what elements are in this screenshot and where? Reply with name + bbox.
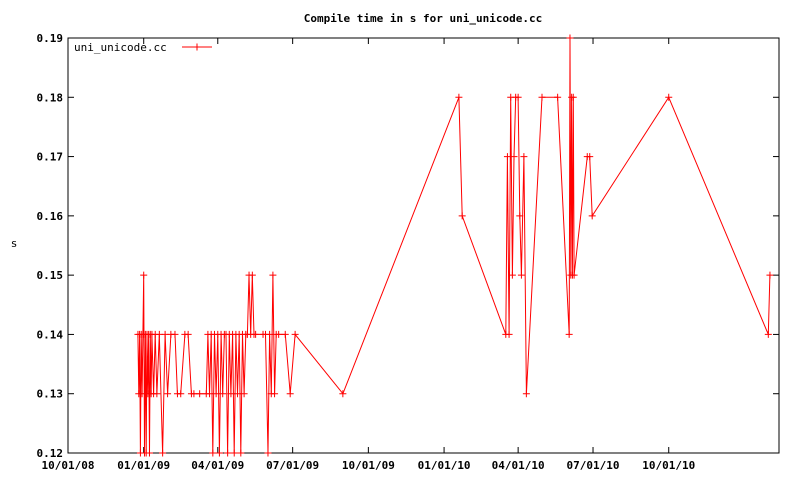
data-point bbox=[275, 330, 283, 338]
data-point bbox=[455, 93, 463, 101]
data-point bbox=[219, 390, 227, 398]
data-point bbox=[586, 153, 594, 161]
data-point bbox=[291, 330, 299, 338]
series-layer bbox=[134, 34, 774, 457]
data-point bbox=[514, 93, 522, 101]
data-point bbox=[230, 449, 238, 457]
data-point bbox=[177, 390, 185, 398]
data-point bbox=[264, 449, 272, 457]
y-tick-label: 0.16 bbox=[37, 210, 64, 223]
x-tick-label: 10/01/08 bbox=[42, 459, 95, 472]
data-point bbox=[248, 271, 256, 279]
data-point bbox=[252, 330, 260, 338]
data-point bbox=[458, 212, 466, 220]
data-point bbox=[554, 93, 562, 101]
y-tick-label: 0.19 bbox=[37, 32, 64, 45]
data-point bbox=[145, 449, 153, 457]
x-tick-label: 01/01/10 bbox=[418, 459, 471, 472]
y-tick-label: 0.18 bbox=[37, 91, 64, 104]
data-point bbox=[565, 330, 573, 338]
data-point bbox=[764, 330, 772, 338]
data-point bbox=[153, 390, 161, 398]
data-point bbox=[517, 271, 525, 279]
plot-frame bbox=[67, 37, 780, 454]
x-tick-label: 04/01/09 bbox=[191, 459, 244, 472]
data-point bbox=[269, 271, 277, 279]
data-point bbox=[224, 449, 232, 457]
y-tick-label: 0.13 bbox=[37, 388, 64, 401]
y-tick-label: 0.14 bbox=[37, 328, 64, 341]
data-point bbox=[209, 449, 217, 457]
y-tick-label: 0.17 bbox=[37, 151, 64, 164]
data-point bbox=[503, 153, 511, 161]
data-point bbox=[271, 390, 279, 398]
legend-label: uni_unicode.cc bbox=[74, 41, 167, 54]
data-point bbox=[206, 390, 214, 398]
x-tick-label: 07/01/10 bbox=[567, 459, 620, 472]
x-tick-label: 04/01/10 bbox=[492, 459, 545, 472]
data-point bbox=[520, 153, 528, 161]
data-point bbox=[538, 93, 546, 101]
x-tick-label: 10/01/09 bbox=[342, 459, 395, 472]
data-point bbox=[240, 390, 248, 398]
data-point bbox=[266, 330, 274, 338]
data-point bbox=[570, 271, 578, 279]
data-point bbox=[215, 449, 223, 457]
data-point bbox=[237, 449, 245, 457]
legend-marker-plus bbox=[193, 43, 201, 51]
x-tick-label: 01/01/09 bbox=[117, 459, 170, 472]
data-point bbox=[140, 271, 148, 279]
legend-marker bbox=[193, 43, 201, 51]
x-axis: 10/01/08 01/01/09 04/01/09 07/01/09 10/01/09… bbox=[42, 38, 695, 472]
data-point bbox=[212, 390, 220, 398]
data-point bbox=[171, 330, 179, 338]
data-point bbox=[508, 271, 516, 279]
data-point bbox=[227, 390, 235, 398]
data-point bbox=[665, 93, 673, 101]
data-point bbox=[196, 390, 204, 398]
data-point bbox=[505, 330, 513, 338]
legend: uni_unicode.cc bbox=[74, 41, 212, 54]
x-tick-label: 07/01/09 bbox=[266, 459, 319, 472]
data-point bbox=[510, 153, 518, 161]
y-axis: 0.12 0.13 0.14 0.15 0.16 0.17 0.18 0.19 bbox=[37, 32, 779, 460]
data-point bbox=[159, 449, 167, 457]
data-point bbox=[569, 93, 577, 101]
data-point bbox=[164, 390, 172, 398]
data-point bbox=[766, 271, 774, 279]
data-point bbox=[516, 212, 524, 220]
data-point bbox=[588, 212, 596, 220]
data-point bbox=[566, 34, 574, 42]
y-tick-label: 0.15 bbox=[37, 269, 64, 282]
y-axis-label: s bbox=[11, 237, 18, 250]
data-point bbox=[234, 390, 242, 398]
data-point bbox=[281, 330, 289, 338]
data-point bbox=[286, 390, 294, 398]
y-tick-label: 0.12 bbox=[37, 447, 64, 460]
data-point bbox=[339, 390, 347, 398]
data-point bbox=[184, 330, 192, 338]
chart-title: Compile time in s for uni_unicode.cc bbox=[304, 12, 542, 25]
x-tick-label: 10/01/10 bbox=[642, 459, 695, 472]
data-point bbox=[522, 390, 530, 398]
